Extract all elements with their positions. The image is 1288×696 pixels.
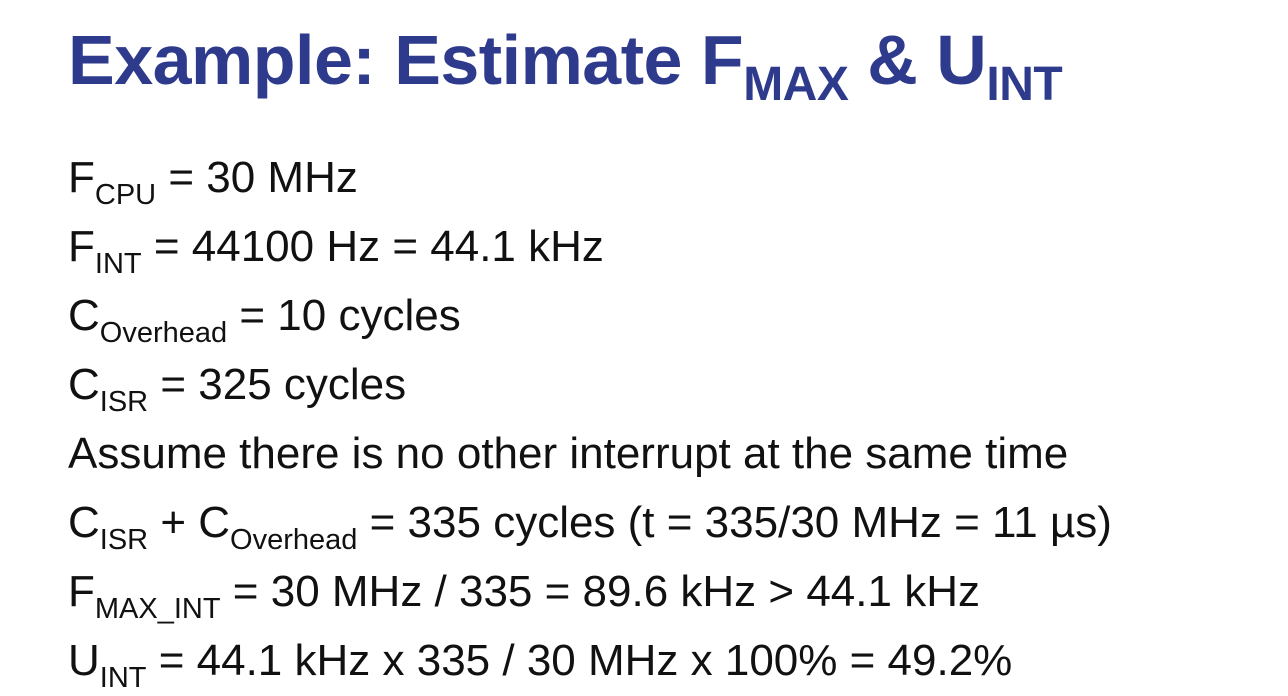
expression: = 30 MHz / 335 = 89.6 kHz > 44.1 kHz: [220, 567, 980, 616]
subscript: ISR: [99, 524, 149, 556]
line-fcpu: FCPU = 30 MHz: [68, 150, 1112, 219]
expression: = 44.1 kHz x 335 / 30 MHz x 100% = 49.2%: [146, 636, 1013, 685]
title-middle: & U: [848, 21, 987, 99]
symbol: F: [68, 222, 95, 271]
subscript: Overhead: [99, 317, 228, 349]
symbol: C: [68, 498, 100, 547]
subscript-2: Overhead: [230, 524, 358, 556]
symbol: F: [68, 153, 95, 202]
expression: = 44100 Hz = 44.1 kHz: [141, 222, 604, 271]
subscript: INT: [94, 248, 142, 280]
title-subscript-int: INT: [986, 58, 1063, 111]
slide-title: Example: Estimate FMAX & UINT: [68, 21, 1063, 109]
line-coverhead: COverhead = 10 cycles: [68, 288, 1112, 357]
symbol: F: [68, 567, 95, 616]
symbol: C: [68, 291, 100, 340]
title-prefix: Example: Estimate F: [68, 21, 744, 99]
title-subscript-max: MAX: [743, 58, 849, 111]
subscript: INT: [99, 662, 147, 694]
line-assumption: Assume there is no other interrupt at th…: [68, 426, 1112, 495]
subscript: ISR: [99, 386, 149, 418]
expression: = 325 cycles: [148, 360, 407, 409]
expression: = 335 cycles (t = 335/30 MHz = 11 µs): [357, 498, 1112, 547]
expression: = 10 cycles: [227, 291, 461, 340]
operator: + C: [148, 498, 231, 547]
expression: = 30 MHz: [156, 153, 358, 202]
symbol: C: [68, 360, 100, 409]
assumption-text: Assume there is no other interrupt at th…: [68, 429, 1069, 478]
line-cisr: CISR = 325 cycles: [68, 357, 1112, 426]
subscript: MAX_INT: [94, 593, 221, 625]
line-uint: UINT = 44.1 kHz x 335 / 30 MHz x 100% = …: [68, 633, 1112, 696]
line-fint: FINT = 44100 Hz = 44.1 kHz: [68, 219, 1112, 288]
symbol: U: [68, 636, 100, 685]
line-fmax-int: FMAX_INT = 30 MHz / 335 = 89.6 kHz > 44.…: [68, 564, 1112, 633]
subscript: CPU: [94, 179, 157, 211]
content-lines: FCPU = 30 MHz FINT = 44100 Hz = 44.1 kHz…: [68, 150, 1112, 696]
line-total-cycles: CISR + COverhead = 335 cycles (t = 335/3…: [68, 495, 1112, 564]
